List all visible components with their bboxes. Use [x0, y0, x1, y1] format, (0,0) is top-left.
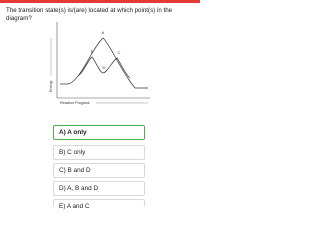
- y-axis-label: Energy: [49, 80, 53, 92]
- answer-option[interactable]: B) C only: [53, 145, 145, 160]
- energy-diagram: A B C D Energy Reaction Progress: [49, 22, 150, 105]
- point-label: C: [118, 50, 121, 55]
- top-bar: [0, 0, 200, 3]
- answer-option[interactable]: D) A, B and D: [53, 181, 145, 196]
- question-text: The transition state(s) is/(are) located…: [6, 7, 173, 22]
- page: {"question": "The transition state(s) is…: [0, 0, 200, 210]
- answer-option[interactable]: A) A only: [53, 125, 145, 140]
- outer-curve: [60, 37, 148, 89]
- answer-option[interactable]: C) B and D: [53, 163, 145, 178]
- point-label: A: [102, 30, 105, 35]
- x-axis-label: Reaction Progress: [60, 101, 90, 105]
- inner-curve: [77, 56, 131, 79]
- point-label: D: [103, 65, 106, 70]
- point-label: B: [91, 49, 94, 54]
- answer-option[interactable]: E) A and C: [53, 199, 145, 210]
